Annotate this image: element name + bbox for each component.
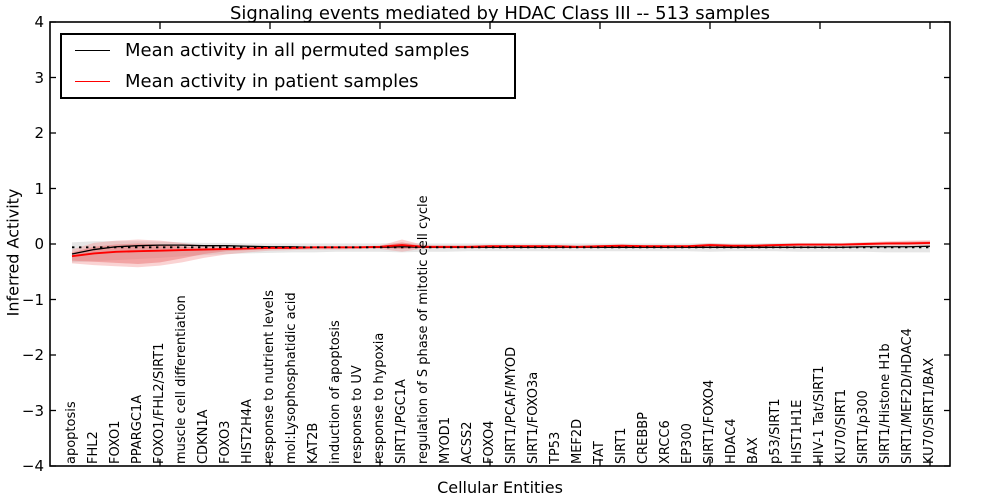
legend-label: Mean activity in patient samples <box>125 71 419 92</box>
legend-line-sample-red <box>75 81 110 82</box>
y-tick-label: 1 <box>34 179 44 198</box>
y-tick-label: −3 <box>21 401 44 420</box>
patient-samples-outer-range-band <box>72 239 930 268</box>
y-tick-label: 2 <box>34 124 44 142</box>
legend-line-sample-black <box>75 50 110 51</box>
y-tick-label: 0 <box>34 235 44 253</box>
series-line-1 <box>71 241 931 258</box>
legend-item-permuted: Mean activity in all permuted samples <box>62 35 514 66</box>
y-tick-label: −1 <box>21 290 44 309</box>
x-axis-label: Cellular Entities <box>437 478 563 497</box>
legend-label: Mean activity in all permuted samples <box>125 40 470 61</box>
x-category-label: KU70/SIRT1/BAX <box>922 357 937 464</box>
legend-item-patient: Mean activity in patient samples <box>62 66 514 97</box>
y-tick-label: −2 <box>21 346 44 364</box>
legend: Mean activity in all permuted samples Me… <box>60 33 516 99</box>
y-tick-label: 3 <box>34 68 44 87</box>
y-tick-label: 4 <box>34 13 44 31</box>
y-tick-label: −4 <box>21 457 44 475</box>
chart-title: Signaling events mediated by HDAC Class … <box>229 3 771 24</box>
